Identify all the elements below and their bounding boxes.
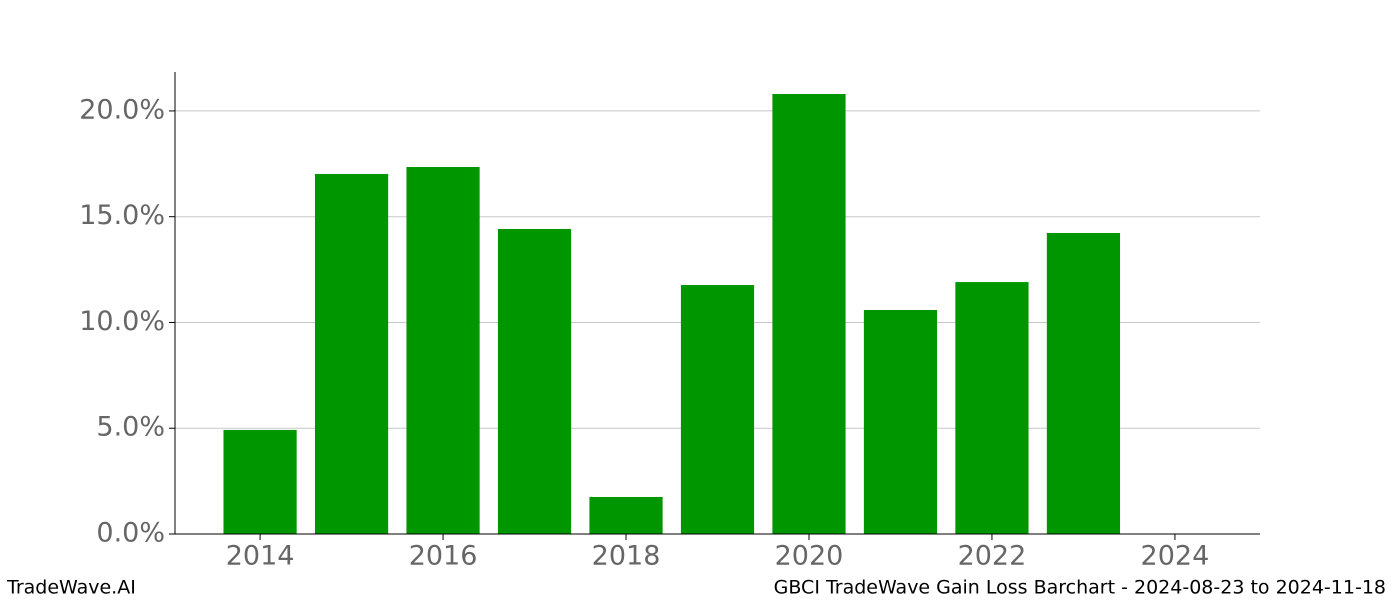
footer-left: TradeWave.AI <box>6 577 136 599</box>
y-tick-label: 10.0% <box>79 306 165 337</box>
x-tick-label: 2014 <box>226 541 295 572</box>
x-tick-label: 2018 <box>592 541 661 572</box>
x-tick-label: 2024 <box>1141 541 1210 572</box>
bar <box>863 309 938 534</box>
y-tick-label: 20.0% <box>79 94 165 125</box>
x-tick-label: 2022 <box>958 541 1027 572</box>
x-tick-label: 2020 <box>775 541 844 572</box>
bar <box>1046 232 1121 534</box>
x-tick-label: 2016 <box>409 541 478 572</box>
bar <box>406 166 480 534</box>
bar <box>314 173 389 534</box>
bar <box>955 282 1029 534</box>
y-tick-label: 5.0% <box>96 412 165 443</box>
bar <box>223 429 297 534</box>
bar <box>772 94 846 534</box>
y-tick-label: 0.0% <box>96 518 165 549</box>
bar <box>497 228 572 534</box>
bar <box>680 285 755 534</box>
footer-right: GBCI TradeWave Gain Loss Barchart - 2024… <box>774 577 1386 599</box>
y-tick-label: 15.0% <box>79 200 165 231</box>
bar <box>589 496 663 534</box>
